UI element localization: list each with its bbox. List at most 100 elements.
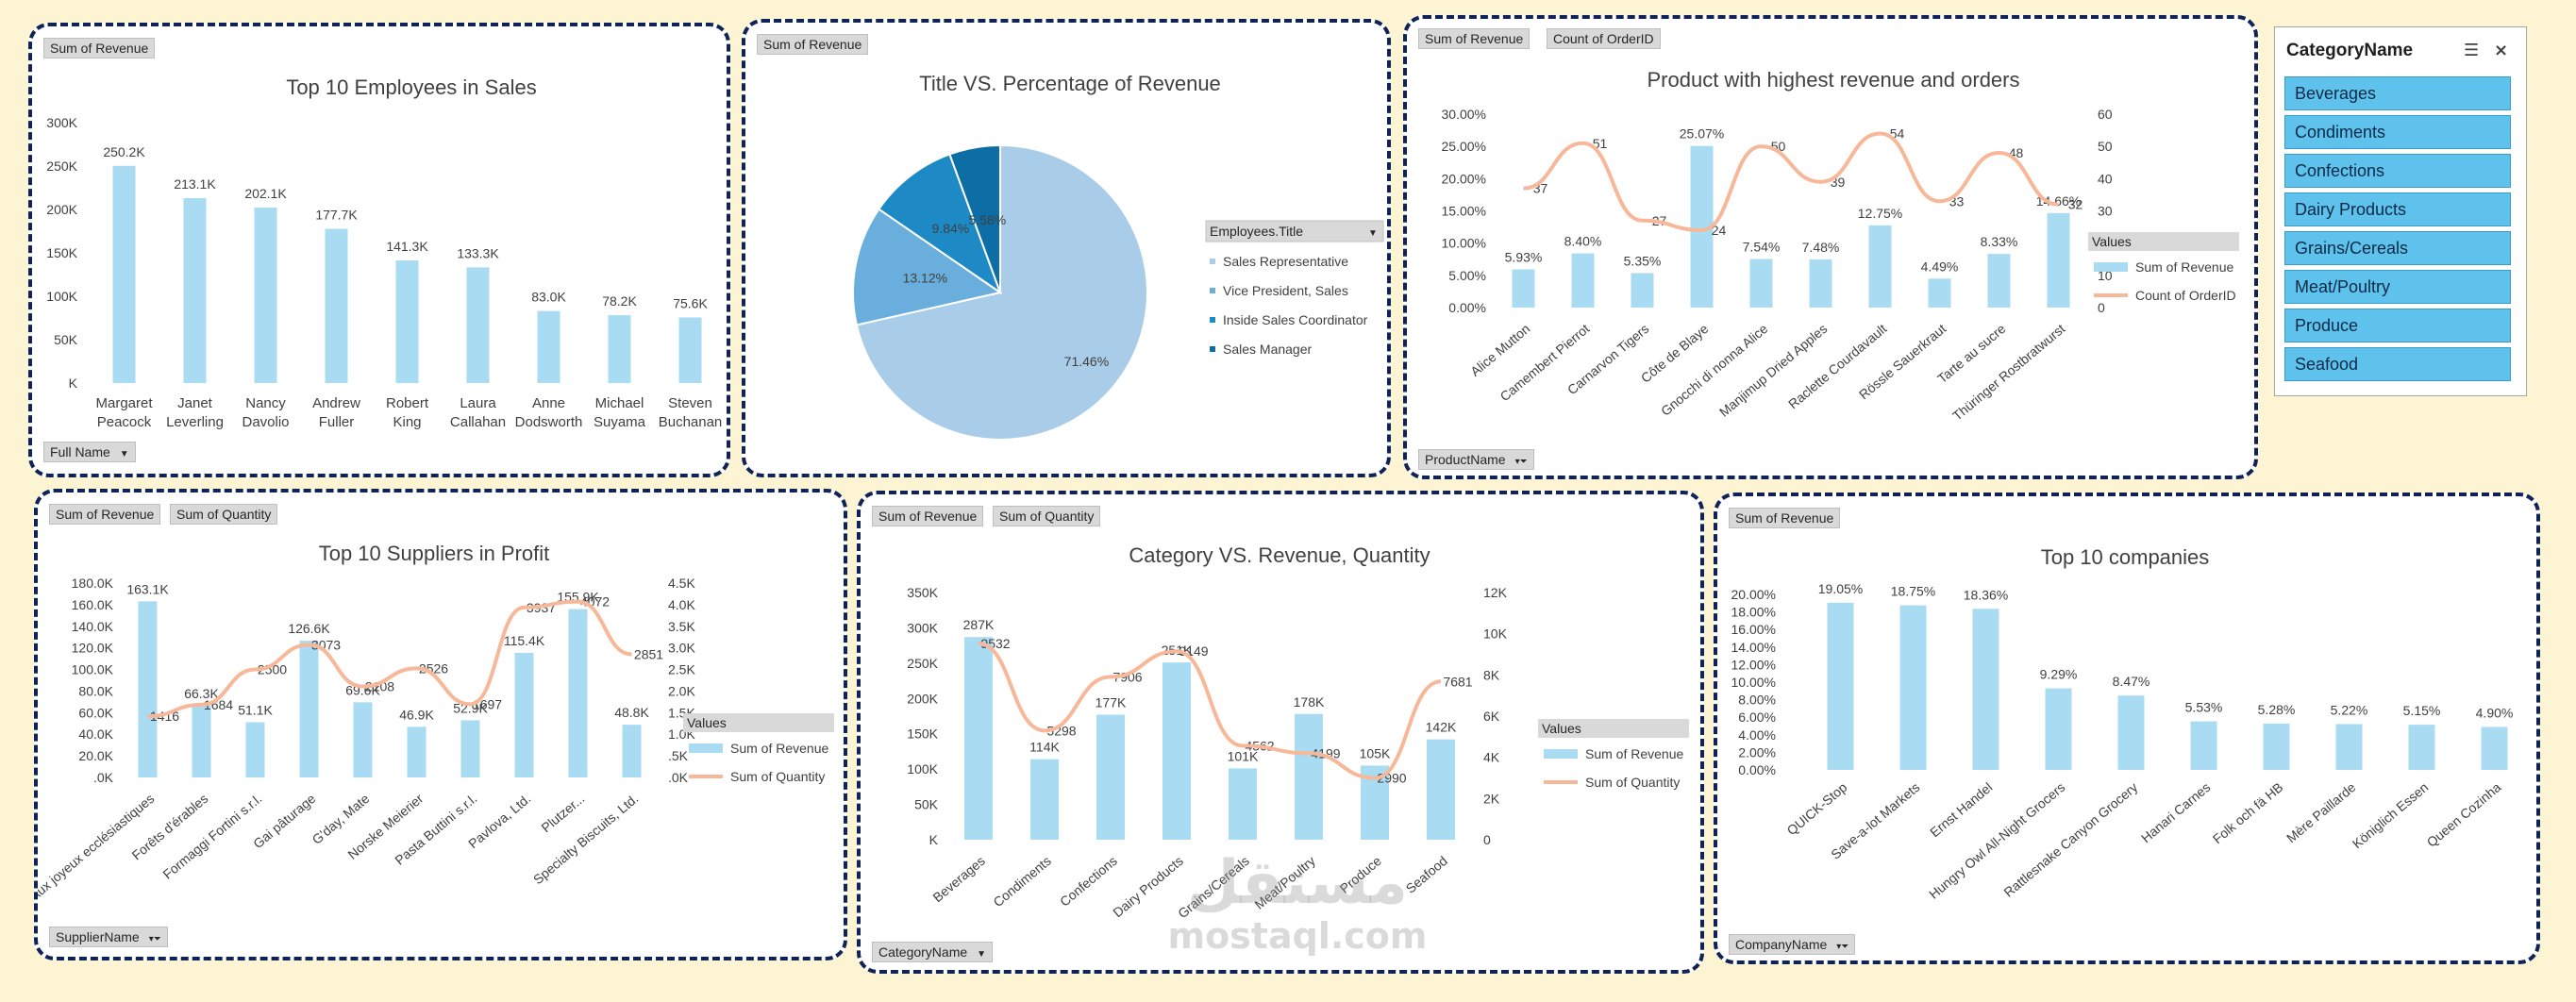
legend-label: Sum of Revenue [2135,259,2233,275]
bar-data-label: 12.75% [1858,206,1902,221]
chart-title: Top 10 companies [2041,545,2210,569]
categoryname-axis-button[interactable]: CategoryName ▼ [872,942,994,962]
x-tick-label: Hanari Carnes [2138,779,2213,845]
bar-data-label: 101K [1228,748,1259,763]
sum-of-revenue-field-button[interactable]: Sum of Revenue [43,38,156,58]
y-tick-label: 20.00% [1442,171,1486,186]
y2-tick-label: 4.0K [668,597,695,612]
suppliers-chart-panel[interactable]: Sum of Revenue Sum of Quantity Top 10 Su… [34,489,847,960]
legend-title: Values [1542,721,1581,736]
legend-label: Sales Representative [1223,254,1348,269]
x-tick-label: Anne [532,395,565,411]
bar [1163,662,1191,840]
y-tick-label: .0K [93,770,114,785]
sum-of-revenue-field-button[interactable]: Sum of Revenue [1729,508,1841,528]
data-label: 9.29% [2040,667,2078,682]
bar-data-label: 51.1K [238,703,273,718]
categories-combo-chart: Category VS. Revenue, Quantity K 50K 100K 15… [907,543,1689,921]
y2-tick-label: 60 [2098,107,2113,122]
data-label: 83.0K [531,290,566,305]
bar [1749,259,1773,308]
sum-of-revenue-field-button[interactable]: Sum of Revenue [49,504,161,525]
companyname-axis-button[interactable]: CompanyName ▾⏷ [1729,934,1856,955]
slicer-item-dairy-products[interactable]: Dairy Products [2284,192,2511,226]
x-tick-label: Laura [460,395,496,411]
bar [537,310,560,383]
slicer-item-beverages[interactable]: Beverages [2284,76,2511,110]
bar [2408,725,2435,770]
sum-of-revenue-field-button[interactable]: Sum of Revenue [1418,28,1531,49]
legend-label: Sum of Quantity [1585,775,1680,790]
legend-swatch [1210,346,1215,352]
bar [1427,739,1455,840]
axis-button-label: CategoryName [878,944,968,960]
employees-chart-panel[interactable]: Sum of Revenue Top 10 Employees in Sales… [28,23,730,477]
bar-data-label: 114K [1029,740,1060,755]
sum-of-quantity-field-button[interactable]: Sum of Quantity [993,506,1101,526]
x-tick-label: Grains/Cereals [1175,853,1252,921]
x-tick-label: Plutzer... [538,791,587,835]
suppliername-axis-button[interactable]: SupplierName ▾⏷ [49,927,168,947]
bar [2047,212,2070,308]
clear-filter-icon[interactable]: ⨯ [2494,41,2509,59]
bar [1571,253,1595,308]
y-tick-label: K [929,832,939,847]
y-tick-label: 18.00% [1731,605,1776,620]
legend-swatch-bar [2094,262,2128,272]
sum-of-quantity-field-button[interactable]: Sum of Quantity [170,504,278,525]
y2-tick-label: 12K [1483,585,1508,600]
y2-tick-label: 2.0K [668,683,695,698]
productname-axis-button[interactable]: ProductName ▾⏷ [1418,449,1534,470]
multi-select-icon[interactable]: ☰ [2464,41,2480,59]
data-label: 202.1K [244,186,287,201]
x-tick-label: Peacock [97,414,152,430]
x-tick-label: Davolio [242,414,289,430]
data-label: 5.15% [2403,703,2441,718]
category-slicer[interactable]: CategoryName ☰ ⨯ Beverages Condiments Conf… [2274,26,2527,396]
bar [325,228,348,383]
sum-of-revenue-field-button[interactable]: Sum of Revenue [757,34,869,55]
slicer-item-condiments[interactable]: Condiments [2284,115,2511,149]
legend-title-bg [2088,232,2239,251]
slicer-item-meat-poultry[interactable]: Meat/Poultry [2284,270,2511,304]
line-data-label: 32 [2068,197,2083,212]
y-tick-label: 350K [907,585,938,600]
pie-slice [878,153,1003,295]
y-tick-label: 40.0K [78,726,113,742]
x-tick-label: Robert [386,395,429,411]
legend-swatch-bar [689,743,723,753]
sum-of-revenue-field-button[interactable]: Sum of Revenue [872,506,984,526]
x-tick-label: Nancy [245,395,286,411]
slicer-item-produce[interactable]: Produce [2284,309,2511,342]
bar-data-label: 178K [1294,694,1325,710]
legend-label: Sales Manager [1223,342,1313,357]
bar [1229,768,1257,840]
bar [622,725,642,777]
x-tick-label: QUICK-Stop [1784,779,1850,838]
y-tick-label: 60.0K [78,705,113,720]
categories-chart-panel[interactable]: Sum of Revenue Sum of Quantity Category … [857,491,1704,974]
line-data-label: 24 [1712,223,1727,238]
products-combo-chart: Product with highest revenue and orders 0… [1442,68,2239,424]
bar [192,706,211,777]
y2-tick-label: 8K [1483,667,1500,682]
bar [395,260,419,383]
titles-pie-panel[interactable]: Sum of Revenue Title VS. Percentage of R… [742,19,1391,477]
y2-tick-label: 30 [2098,204,2113,219]
y2-tick-label: 6K [1483,709,1500,724]
y-tick-label: 250K [46,159,77,174]
products-chart-panel[interactable]: Sum of Revenue Count of OrderID Product … [1403,15,2258,479]
x-tick-label: Suyama [594,414,646,430]
x-tick-label: Condiments [990,853,1054,910]
count-of-orderid-field-button[interactable]: Count of OrderID [1547,28,1661,49]
slicer-item-confections[interactable]: Confections [2284,154,2511,188]
full-name-axis-button[interactable]: Full Name ▼ [43,442,136,462]
legend-swatch-bar [1544,749,1578,759]
slicer-item-grains-cereals[interactable]: Grains/Cereals [2284,231,2511,265]
y-tick-label: 80.0K [78,683,113,698]
bar [1827,602,1854,770]
x-tick-label: Rattlesnake Canyon Grocery [2000,779,2140,900]
companies-chart-panel[interactable]: Sum of Revenue Top 10 companies 0.00% 2.00… [1714,493,2540,964]
legend-swatch [1210,259,1215,264]
slicer-item-seafood[interactable]: Seafood [2284,347,2511,381]
